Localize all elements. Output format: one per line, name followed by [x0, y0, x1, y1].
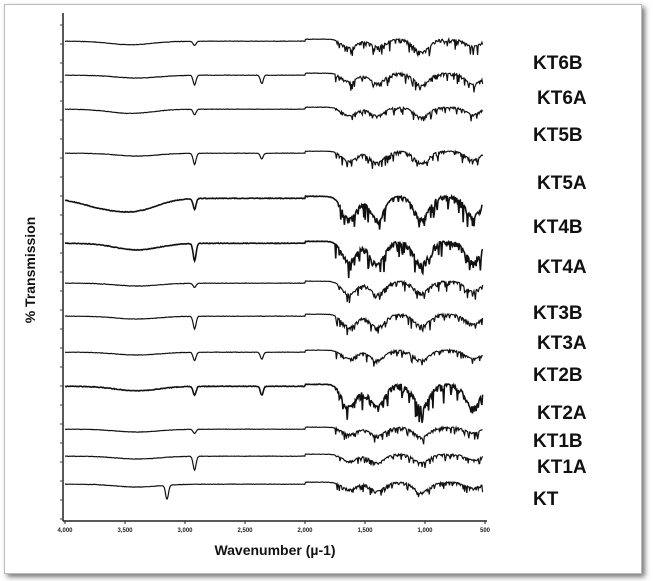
- series-label-kt1a: KT1A: [537, 457, 587, 478]
- x-tick-label: 500: [480, 528, 491, 534]
- x-tick-label: 1,000: [417, 528, 433, 534]
- series-line-kt6a: [64, 70, 484, 93]
- series-line-kt1a: [64, 452, 484, 472]
- x-tick-label: 2,000: [297, 528, 313, 534]
- series-label-kt3b: KT3B: [533, 303, 583, 324]
- series-label-kt4b: KT4B: [533, 217, 583, 238]
- ftir-chart: 4,000 3,500 3,000 2,500 2,000 1,500 1,000 500 K…: [22, 13, 587, 558]
- series-line-kt3a: [64, 312, 484, 336]
- series-label-kt5b: KT5B: [533, 125, 583, 146]
- series-label-kt1b: KT1B: [533, 431, 583, 452]
- chart-frame: 4,000 3,500 3,000 2,500 2,000 1,500 1,000 500 K…: [4, 4, 642, 574]
- series-label-kt4a: KT4A: [537, 257, 587, 278]
- series-line-kt6b: [64, 37, 484, 58]
- series-label-kt3a: KT3A: [537, 333, 587, 354]
- x-tick-label: 3,000: [177, 528, 193, 534]
- series-label-kt6a: KT6A: [537, 88, 587, 109]
- series-line-kt2b: [64, 347, 483, 367]
- series-line-kt: [65, 480, 484, 500]
- series-line-kt5b: [64, 105, 484, 122]
- series-line-kt3b: [64, 279, 484, 304]
- y-axis-title: % Transmission: [22, 217, 38, 324]
- x-tick-label: 2,500: [237, 528, 253, 534]
- x-tick-label: 4,000: [57, 528, 73, 534]
- x-axis-title: Wavenumber (µ-1): [214, 542, 335, 558]
- x-tick-label: 3,500: [117, 528, 133, 534]
- series-label-kt6b: KT6B: [533, 53, 583, 74]
- series-label-kt: KT: [533, 489, 559, 510]
- series-line-kt4a: [64, 240, 484, 279]
- series-line-kt4b: [64, 193, 483, 230]
- series-line-kt2a: [64, 382, 484, 423]
- x-tick-label: 1,500: [357, 528, 373, 534]
- series-line-kt5a: [64, 149, 484, 169]
- series-label-kt2a: KT2A: [537, 403, 587, 424]
- series-label-kt5a: KT5A: [537, 173, 587, 194]
- series-line-kt1b: [64, 425, 483, 445]
- series-label-kt2b: KT2B: [533, 365, 583, 386]
